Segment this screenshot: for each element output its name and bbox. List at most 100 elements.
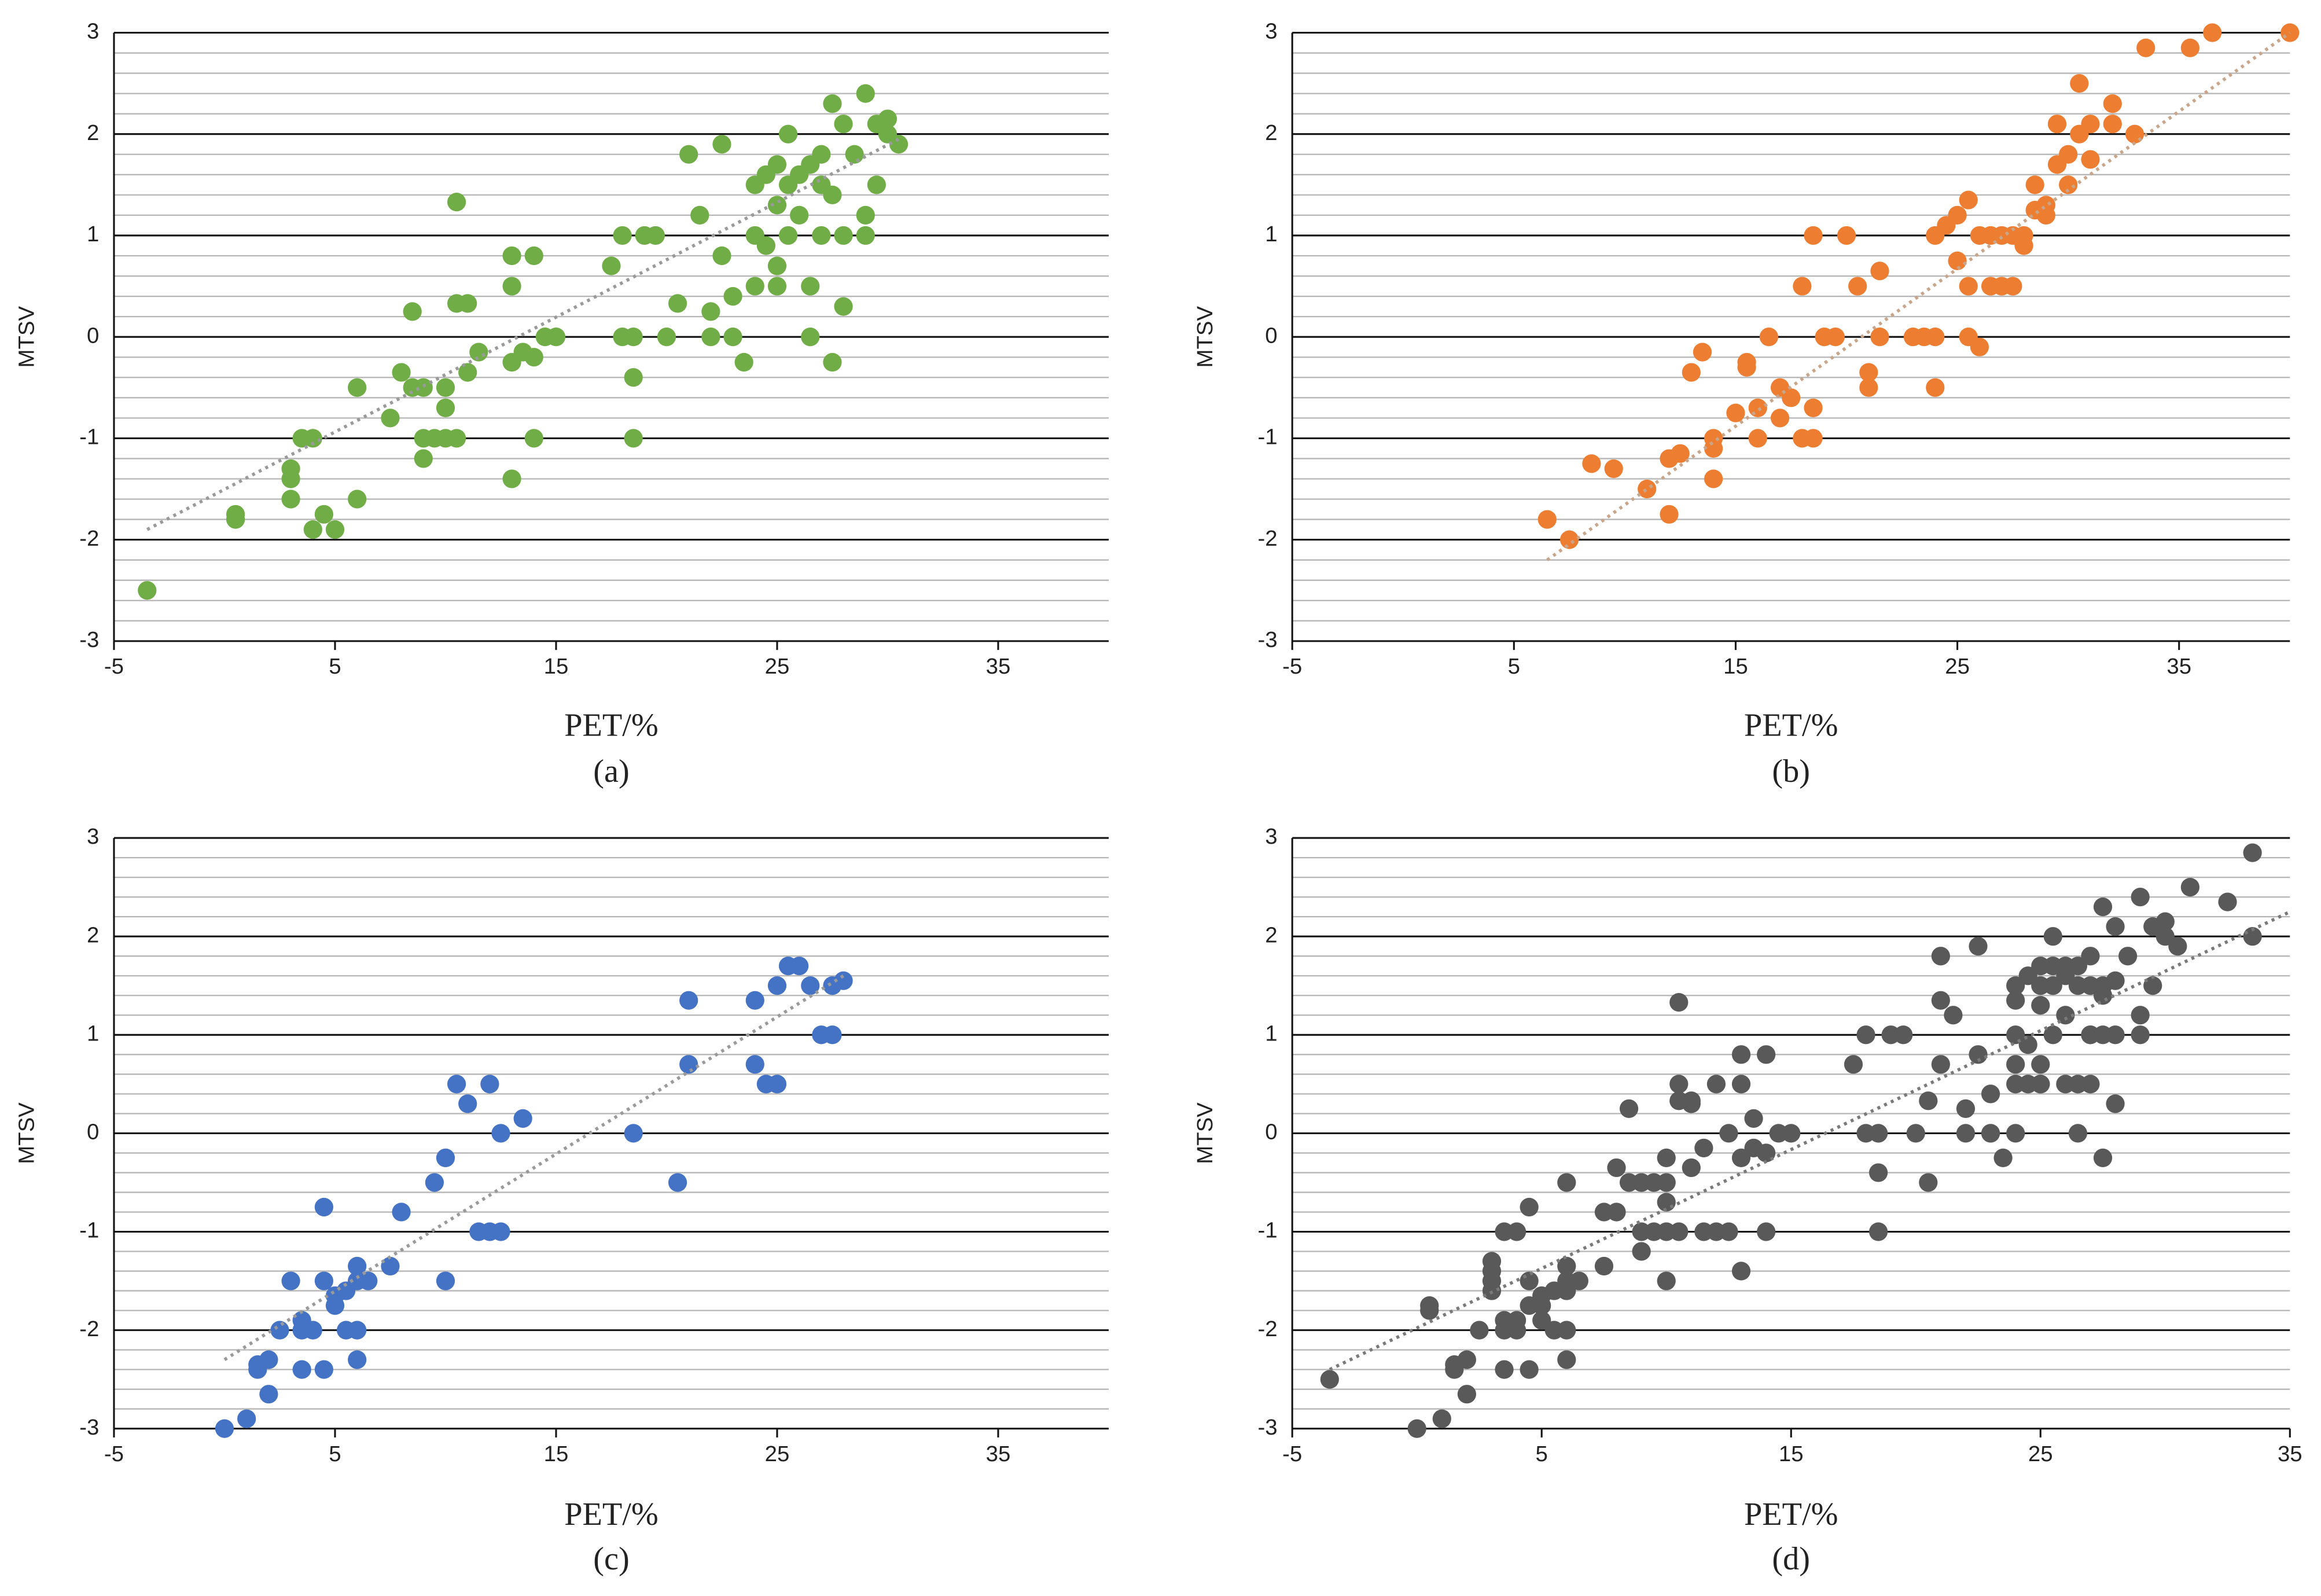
point	[1868, 1222, 1888, 1241]
y-tick-label: 3	[87, 19, 99, 44]
point	[1682, 363, 1701, 382]
point	[1607, 1158, 1626, 1178]
point	[1870, 262, 1889, 281]
point	[1804, 398, 1823, 417]
point	[1559, 530, 1579, 549]
x-tick-label: 5	[329, 654, 341, 679]
point	[2156, 912, 2175, 931]
point	[2243, 843, 2262, 862]
point	[1744, 1109, 1763, 1128]
point	[348, 1350, 367, 1369]
point	[314, 505, 333, 524]
point	[2218, 892, 2237, 911]
y-tick-label: 2	[1265, 922, 1277, 947]
point	[1420, 1296, 1439, 1315]
y-tick-label: 0	[87, 1120, 99, 1145]
point	[767, 256, 787, 275]
point	[2125, 124, 2145, 144]
point	[447, 1075, 466, 1094]
point	[1919, 1091, 1938, 1110]
point	[1926, 378, 1945, 397]
x-tick-label: -5	[104, 654, 124, 679]
point	[2131, 888, 2150, 907]
point	[2103, 94, 2122, 113]
y-tick-label: -2	[79, 1316, 99, 1341]
point	[524, 429, 543, 448]
point	[1694, 1138, 1713, 1158]
point	[1804, 226, 1823, 245]
point	[1704, 439, 1723, 458]
point	[867, 175, 886, 194]
point	[889, 135, 908, 154]
point	[502, 246, 521, 266]
point	[469, 343, 488, 362]
point	[2081, 150, 2100, 169]
point	[2014, 226, 2033, 245]
point	[303, 1321, 322, 1340]
point	[325, 520, 345, 539]
point	[1737, 352, 1756, 372]
point	[657, 328, 676, 347]
point	[2106, 917, 2125, 936]
point	[480, 1075, 499, 1094]
point	[2006, 1124, 2025, 1143]
point	[856, 226, 875, 245]
y-tick-label: 2	[87, 922, 99, 947]
point	[1719, 1124, 1738, 1143]
point	[1693, 343, 1712, 362]
point	[403, 302, 422, 321]
trendline	[1329, 910, 2291, 1371]
point	[502, 277, 521, 296]
point	[1981, 1084, 2000, 1104]
point	[1731, 1075, 1751, 1094]
y-tick-label: 0	[1265, 323, 1277, 348]
point	[2059, 145, 2078, 164]
y-tick-label: -1	[1257, 1218, 1277, 1243]
point	[1731, 1148, 1751, 1168]
point	[801, 976, 820, 995]
y-tick-label: -2	[79, 526, 99, 551]
x-tick-label: -5	[104, 1441, 124, 1466]
point	[2156, 927, 2175, 946]
point	[1770, 409, 1790, 428]
point	[745, 1055, 764, 1074]
y-tick-label: -2	[1257, 1316, 1277, 1341]
point	[834, 971, 853, 990]
point	[2136, 38, 2156, 57]
point	[1495, 1311, 1514, 1330]
point	[624, 328, 643, 347]
point	[281, 1271, 300, 1290]
point	[679, 991, 698, 1010]
point	[1731, 1045, 1751, 1064]
x-axis-label: PET/%	[564, 1496, 659, 1532]
point	[414, 449, 433, 468]
point	[778, 226, 798, 245]
point	[1837, 226, 1856, 245]
point	[767, 155, 787, 174]
point	[2180, 38, 2199, 57]
point	[2003, 277, 2022, 296]
point	[2143, 976, 2162, 995]
point	[1959, 190, 1978, 209]
point	[502, 469, 521, 488]
point	[436, 1148, 455, 1168]
point	[1632, 1242, 1651, 1261]
point	[1607, 1202, 1626, 1222]
point	[1844, 1055, 1863, 1074]
point	[513, 1109, 532, 1128]
point	[237, 1409, 256, 1428]
point	[2131, 1025, 2150, 1045]
point	[690, 205, 709, 225]
point	[2068, 976, 2088, 995]
point	[1757, 1045, 1776, 1064]
point	[1894, 1025, 1913, 1045]
point	[2006, 1055, 2025, 1074]
x-tick-label: 15	[544, 654, 569, 679]
point	[259, 1350, 278, 1369]
point	[856, 84, 875, 103]
point	[2031, 1075, 2050, 1094]
point	[2093, 1025, 2113, 1045]
y-tick-label: 1	[1265, 222, 1277, 247]
x-tick-label: -5	[1282, 1441, 1302, 1466]
